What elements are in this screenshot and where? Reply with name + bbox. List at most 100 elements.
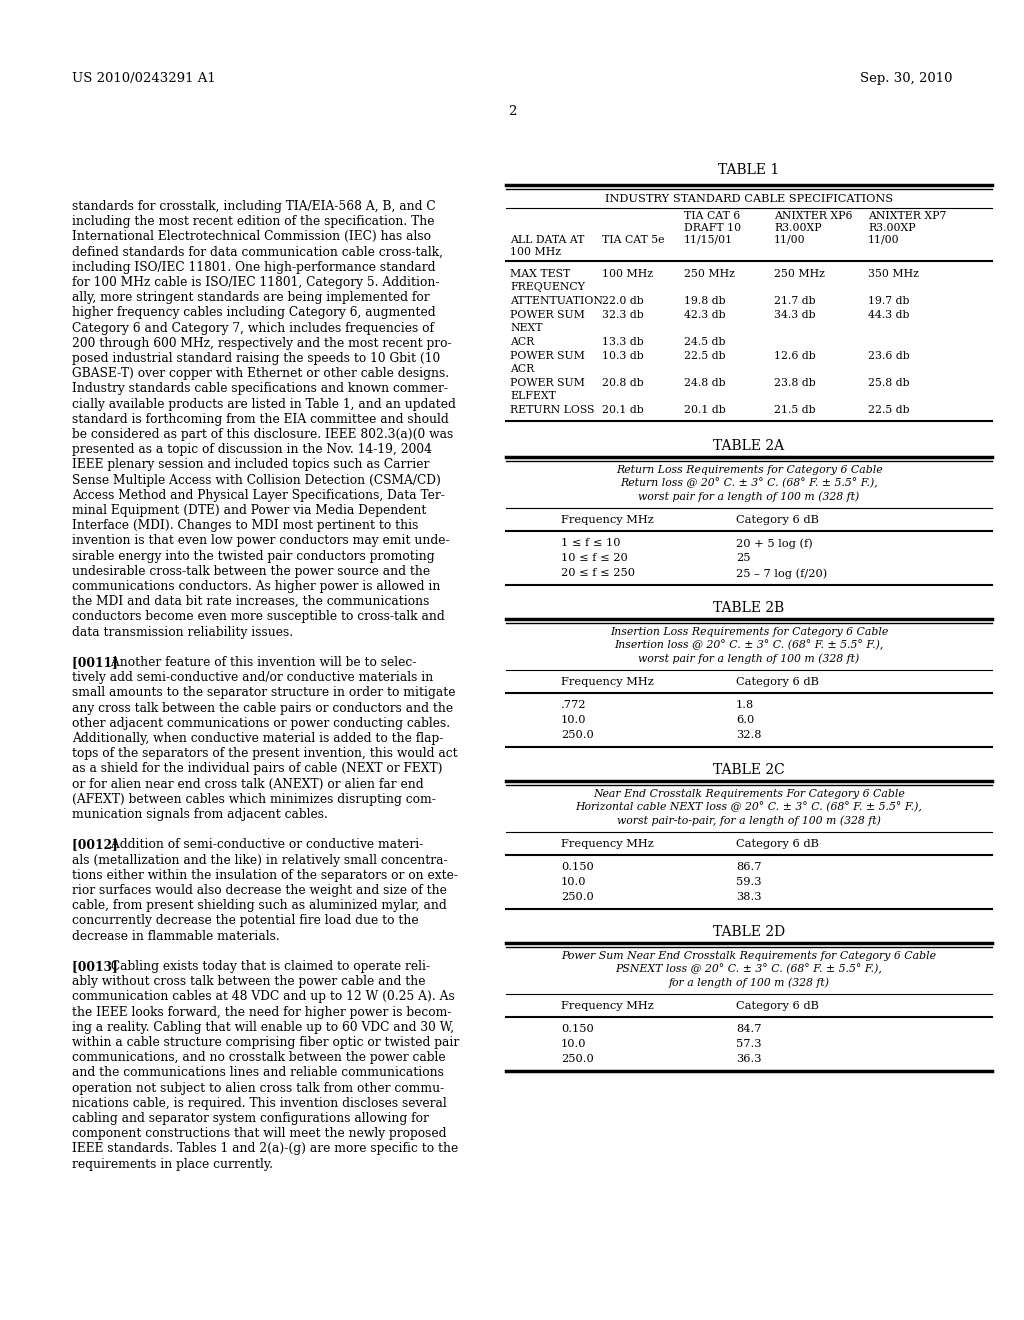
Text: cabling and separator system configurations allowing for: cabling and separator system configurati… <box>72 1111 429 1125</box>
Text: 21.7 db: 21.7 db <box>774 296 816 306</box>
Text: sirable energy into the twisted pair conductors promoting: sirable energy into the twisted pair con… <box>72 549 434 562</box>
Text: IEEE standards. Tables 1 and 2(a)-(g) are more specific to the: IEEE standards. Tables 1 and 2(a)-(g) ar… <box>72 1142 459 1155</box>
Text: Access Method and Physical Layer Specifications, Data Ter-: Access Method and Physical Layer Specifi… <box>72 488 444 502</box>
Text: ATTENTUATION: ATTENTUATION <box>510 296 603 306</box>
Text: 350 MHz: 350 MHz <box>868 269 919 279</box>
Text: any cross talk between the cable pairs or conductors and the: any cross talk between the cable pairs o… <box>72 702 454 714</box>
Text: Frequency MHz: Frequency MHz <box>561 677 653 686</box>
Text: 10.0: 10.0 <box>561 876 587 887</box>
Text: including the most recent edition of the specification. The: including the most recent edition of the… <box>72 215 434 228</box>
Text: tively add semi-conductive and/or conductive materials in: tively add semi-conductive and/or conduc… <box>72 671 433 684</box>
Text: ELFEXT: ELFEXT <box>510 391 556 401</box>
Text: International Electrotechnical Commission (IEC) has also: International Electrotechnical Commissio… <box>72 231 431 243</box>
Text: R3.00XP: R3.00XP <box>774 223 821 234</box>
Text: Category 6 and Category 7, which includes frequencies of: Category 6 and Category 7, which include… <box>72 322 434 334</box>
Text: 0.150: 0.150 <box>561 862 594 873</box>
Text: 19.8 db: 19.8 db <box>684 296 726 306</box>
Text: 24.5 db: 24.5 db <box>684 337 725 347</box>
Text: 59.3: 59.3 <box>736 876 762 887</box>
Text: GBASE-T) over copper with Ethernet or other cable designs.: GBASE-T) over copper with Ethernet or ot… <box>72 367 450 380</box>
Text: component constructions that will meet the newly proposed: component constructions that will meet t… <box>72 1127 446 1140</box>
Text: 250.0: 250.0 <box>561 1053 594 1064</box>
Text: small amounts to the separator structure in order to mitigate: small amounts to the separator structure… <box>72 686 456 700</box>
Text: 200 through 600 MHz, respectively and the most recent pro-: 200 through 600 MHz, respectively and th… <box>72 337 452 350</box>
Text: 12.6 db: 12.6 db <box>774 351 816 360</box>
Text: US 2010/0243291 A1: US 2010/0243291 A1 <box>72 73 216 84</box>
Text: [0012]: [0012] <box>72 838 122 851</box>
Text: cable, from present shielding such as aluminized mylar, and: cable, from present shielding such as al… <box>72 899 446 912</box>
Text: 86.7: 86.7 <box>736 862 762 873</box>
Text: Industry standards cable specifications and known commer-: Industry standards cable specifications … <box>72 383 449 396</box>
Text: 1 ≤ f ≤ 10: 1 ≤ f ≤ 10 <box>561 539 621 548</box>
Text: TABLE 2C: TABLE 2C <box>713 763 784 777</box>
Text: Frequency MHz: Frequency MHz <box>561 840 653 849</box>
Text: 23.8 db: 23.8 db <box>774 378 816 388</box>
Text: 10.3 db: 10.3 db <box>602 351 644 360</box>
Text: undesirable cross-talk between the power source and the: undesirable cross-talk between the power… <box>72 565 430 578</box>
Text: [0011]: [0011] <box>72 656 122 669</box>
Text: Insertion loss @ 20° C. ± 3° C. (68° F. ± 5.5° F.),: Insertion loss @ 20° C. ± 3° C. (68° F. … <box>614 640 884 651</box>
Text: including ISO/IEC 11801. One high-performance standard: including ISO/IEC 11801. One high-perfor… <box>72 261 435 273</box>
Text: defined standards for data communication cable cross-talk,: defined standards for data communication… <box>72 246 443 259</box>
Text: communications, and no crosstalk between the power cable: communications, and no crosstalk between… <box>72 1051 445 1064</box>
Text: higher frequency cables including Category 6, augmented: higher frequency cables including Catego… <box>72 306 435 319</box>
Text: Sense Multiple Access with Collision Detection (CSMA/CD): Sense Multiple Access with Collision Det… <box>72 474 441 487</box>
Text: Addition of semi-conductive or conductive materi-: Addition of semi-conductive or conductiv… <box>106 838 423 851</box>
Text: standard is forthcoming from the EIA committee and should: standard is forthcoming from the EIA com… <box>72 413 449 426</box>
Text: 20 + 5 log (f): 20 + 5 log (f) <box>736 539 813 549</box>
Text: 11/00: 11/00 <box>868 235 900 246</box>
Text: POWER SUM: POWER SUM <box>510 378 585 388</box>
Text: communication cables at 48 VDC and up to 12 W (0.25 A). As: communication cables at 48 VDC and up to… <box>72 990 455 1003</box>
Text: 25: 25 <box>736 553 751 564</box>
Text: 250.0: 250.0 <box>561 730 594 741</box>
Text: 38.3: 38.3 <box>736 892 762 902</box>
Text: 11/15/01: 11/15/01 <box>684 235 733 246</box>
Text: INDUSTRY STANDARD CABLE SPECIFICATIONS: INDUSTRY STANDARD CABLE SPECIFICATIONS <box>605 194 893 205</box>
Text: Return loss @ 20° C. ± 3° C. (68° F. ± 5.5° F.),: Return loss @ 20° C. ± 3° C. (68° F. ± 5… <box>621 478 878 488</box>
Text: and the communications lines and reliable communications: and the communications lines and reliabl… <box>72 1067 443 1080</box>
Text: concurrently decrease the potential fire load due to the: concurrently decrease the potential fire… <box>72 915 419 928</box>
Text: 20 ≤ f ≤ 250: 20 ≤ f ≤ 250 <box>561 568 635 578</box>
Text: other adjacent communications or power conducting cables.: other adjacent communications or power c… <box>72 717 451 730</box>
Text: 32.8: 32.8 <box>736 730 762 741</box>
Text: the IEEE looks forward, the need for higher power is becom-: the IEEE looks forward, the need for hig… <box>72 1006 452 1019</box>
Text: 250.0: 250.0 <box>561 892 594 902</box>
Text: conductors become even more susceptible to cross-talk and: conductors become even more susceptible … <box>72 610 444 623</box>
Text: 23.6 db: 23.6 db <box>868 351 909 360</box>
Text: 21.5 db: 21.5 db <box>774 405 816 414</box>
Text: 44.3 db: 44.3 db <box>868 310 909 319</box>
Text: 10.0: 10.0 <box>561 1039 587 1049</box>
Text: for a length of 100 m (328 ft): for a length of 100 m (328 ft) <box>669 977 829 987</box>
Text: 100 MHz: 100 MHz <box>510 247 561 257</box>
Text: ably without cross talk between the power cable and the: ably without cross talk between the powe… <box>72 975 426 989</box>
Text: MAX TEST: MAX TEST <box>510 269 570 279</box>
Text: (AFEXT) between cables which minimizes disrupting com-: (AFEXT) between cables which minimizes d… <box>72 793 436 805</box>
Text: 250 MHz: 250 MHz <box>774 269 825 279</box>
Text: Return Loss Requirements for Category 6 Cable: Return Loss Requirements for Category 6 … <box>615 465 883 475</box>
Text: 22.5 db: 22.5 db <box>868 405 909 414</box>
Text: 25 – 7 log (f/20): 25 – 7 log (f/20) <box>736 568 827 578</box>
Text: 42.3 db: 42.3 db <box>684 310 726 319</box>
Text: worst pair for a length of 100 m (328 ft): worst pair for a length of 100 m (328 ft… <box>638 653 859 664</box>
Text: POWER SUM: POWER SUM <box>510 351 585 360</box>
Text: 10.0: 10.0 <box>561 715 587 725</box>
Text: Insertion Loss Requirements for Category 6 Cable: Insertion Loss Requirements for Category… <box>610 627 888 638</box>
Text: als (metallization and the like) in relatively small concentra-: als (metallization and the like) in rela… <box>72 854 447 867</box>
Text: Frequency MHz: Frequency MHz <box>561 515 653 525</box>
Text: TIA CAT 5e: TIA CAT 5e <box>602 235 665 246</box>
Text: posed industrial standard raising the speeds to 10 Gbit (10: posed industrial standard raising the sp… <box>72 352 440 366</box>
Text: 1.8: 1.8 <box>736 700 755 710</box>
Text: 20.1 db: 20.1 db <box>684 405 726 414</box>
Text: invention is that even low power conductors may emit unde-: invention is that even low power conduct… <box>72 535 450 548</box>
Text: FREQUENCY: FREQUENCY <box>510 282 585 292</box>
Text: the MDI and data bit rate increases, the communications: the MDI and data bit rate increases, the… <box>72 595 429 609</box>
Text: TABLE 2D: TABLE 2D <box>713 925 785 939</box>
Text: 36.3: 36.3 <box>736 1053 762 1064</box>
Text: .772: .772 <box>561 700 587 710</box>
Text: minal Equipment (DTE) and Power via Media Dependent: minal Equipment (DTE) and Power via Medi… <box>72 504 426 517</box>
Text: NEXT: NEXT <box>510 323 543 333</box>
Text: requirements in place currently.: requirements in place currently. <box>72 1158 273 1171</box>
Text: POWER SUM: POWER SUM <box>510 310 585 319</box>
Text: ACR: ACR <box>510 337 535 347</box>
Text: tops of the separators of the present invention, this would act: tops of the separators of the present in… <box>72 747 458 760</box>
